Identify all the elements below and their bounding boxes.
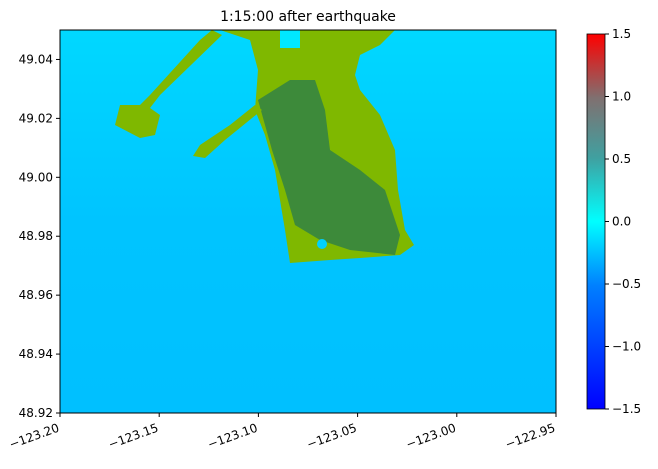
x-tick-label: −123.15 — [107, 421, 161, 452]
colorbar-tick-label: −1.0 — [612, 340, 641, 354]
y-tick-label: 48.92 — [19, 406, 53, 420]
colorbar — [586, 33, 606, 410]
colorbar-tick-label: 1.0 — [612, 90, 631, 104]
y-tick-label: 48.98 — [19, 229, 53, 243]
colorbar-tick-label: −1.5 — [612, 402, 641, 416]
y-tick-label: 49.00 — [19, 170, 53, 184]
x-tick-label: −123.05 — [305, 421, 359, 452]
colorbar-tick-label: 1.5 — [612, 27, 631, 41]
x-tick-label: −123.20 — [7, 421, 61, 452]
colorbar-tick-label: 0.0 — [612, 215, 631, 229]
axes-frame — [59, 29, 557, 414]
y-tick-label: 48.96 — [19, 288, 53, 302]
y-tick-label: 48.94 — [19, 347, 53, 361]
y-tick-label: 49.04 — [19, 52, 53, 66]
field — [60, 30, 556, 413]
x-tick-label: −123.10 — [206, 421, 260, 452]
x-tick-label: −122.95 — [503, 421, 557, 452]
colorbar-tick-label: −0.5 — [612, 277, 641, 291]
y-tick-label: 49.02 — [19, 111, 53, 125]
colorbar-tick-label: 0.5 — [612, 152, 631, 166]
chart-title: 1:15:00 after earthquake — [220, 9, 396, 25]
x-tick-label: −123.00 — [404, 421, 458, 452]
